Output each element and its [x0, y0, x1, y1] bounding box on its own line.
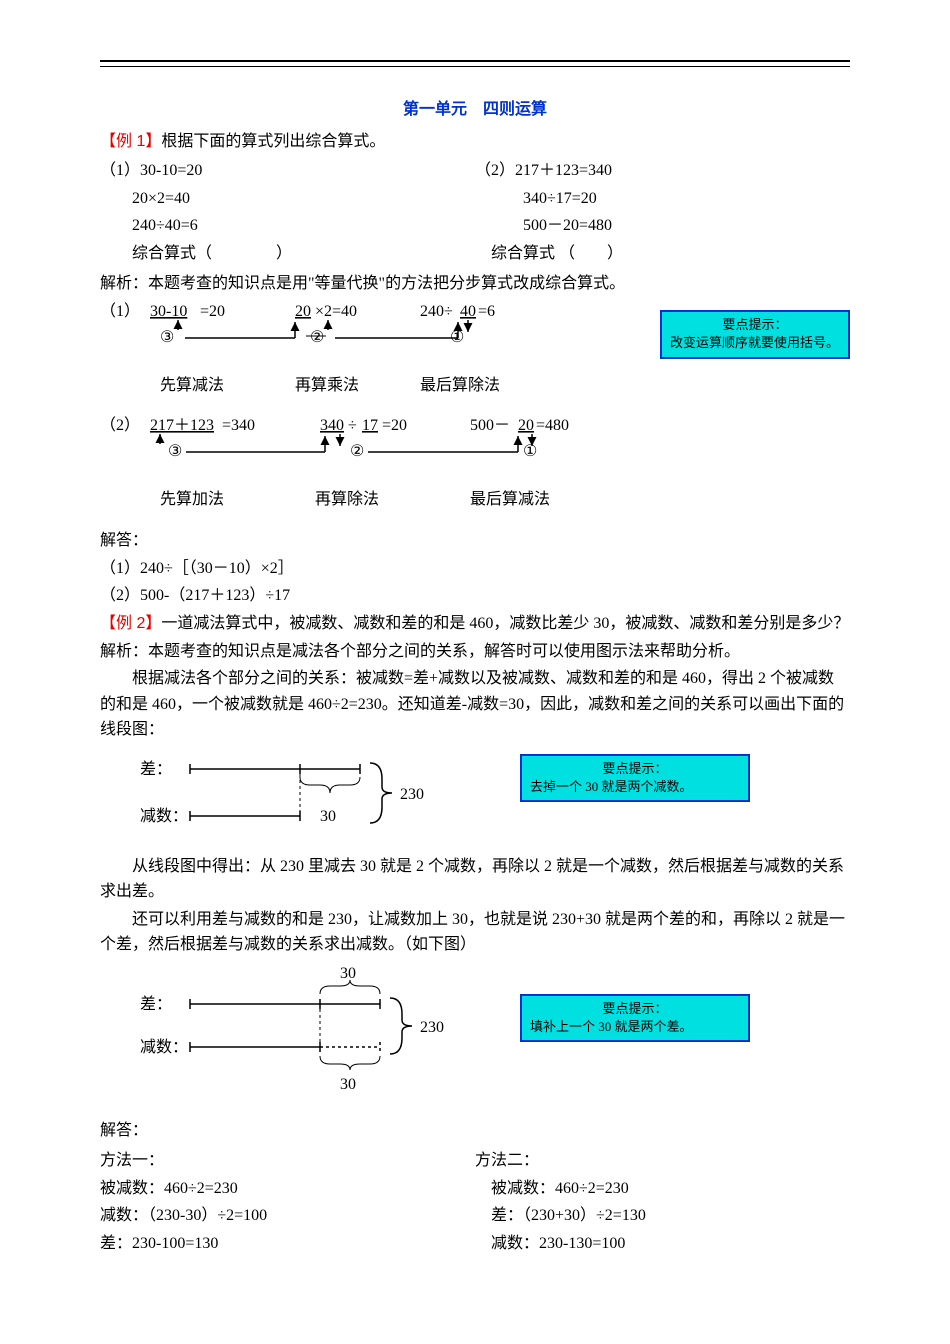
example2-prompt: 一道减法算式中，被减数、减数和差的和是 460，减数比差少 30，被减数、减数和… [161, 615, 849, 632]
d1-prefix: （1） [100, 302, 140, 320]
bar2-30top: 30 [340, 965, 356, 982]
bar2-30bot: 30 [340, 1076, 356, 1093]
bar1-wrap: 差： 减数： 30 230 [100, 749, 520, 848]
ex1-r-3: 500－20=480 [475, 213, 850, 239]
callout-3: 要点提示： 填补上一个 30 就是两个差。 [520, 994, 750, 1042]
d2-prefix: （2） [100, 416, 140, 434]
callout1-body: 改变运算顺序就要使用括号。 [670, 334, 840, 352]
ex1-r-4: 综合算式 （ ） [475, 241, 850, 267]
bar2-sub-label: 减数： [140, 1038, 188, 1056]
bar1-230: 230 [400, 786, 424, 803]
m1-l3: 差：230-100=130 [100, 1231, 475, 1257]
d2-eq1b: =340 [222, 417, 255, 434]
ex1-ans1: （1）240÷［（30－10）×2］ [100, 556, 850, 582]
m2-l3: 减数：230-130=100 [475, 1231, 850, 1257]
d2-eq3b: 20 [518, 417, 534, 434]
callout2-body: 去掉一个 30 就是两个减数。 [530, 778, 740, 796]
d1-step1: 先算减法 [160, 375, 224, 394]
callout3-body: 填补上一个 30 就是两个差。 [530, 1018, 740, 1036]
ex1-l-2: 20×2=40 [100, 186, 475, 212]
callout1-title: 要点提示： [670, 316, 840, 334]
d1-step3: 最后算除法 [420, 375, 500, 394]
d2-step1: 先算加法 [160, 489, 224, 508]
methods-row: 方法一： 被减数：460÷2=230 减数：（230-30）÷2=100 差：2… [100, 1146, 850, 1258]
d1-c3: ③ [160, 329, 174, 346]
d2-eq3c: =480 [536, 417, 569, 434]
bar2-wrap: 30 差： 减数： 230 30 [100, 964, 520, 1113]
example2-line: 【例 2】一道减法算式中，被减数、减数和差的和是 460，减数比差少 30，被减… [100, 611, 850, 637]
method1-col: 方法一： 被减数：460÷2=230 减数：（230-30）÷2=100 差：2… [100, 1146, 475, 1258]
ex1-r-1: （2）217＋123=340 [475, 158, 850, 184]
d1-eq3b: 40 [460, 303, 476, 320]
ex1-diagram1-wrap: （1） 30-10 =20 20 ×2=40 240÷ 40 =6 ③ ② ① [100, 300, 850, 410]
d1-eq3c: =6 [478, 303, 495, 320]
m1-title: 方法一： [100, 1148, 475, 1174]
bar2-row: 30 差： 减数： 230 30 要点提示： 填补上一 [100, 964, 850, 1113]
ex2-analysis1: 解析：本题考查的知识点是减法各个部分之间的关系，解答时可以使用图示法来帮助分析。 [100, 639, 850, 665]
ex1-diagram1-svg: （1） 30-10 =20 20 ×2=40 240÷ 40 =6 ③ ② ① [100, 300, 580, 410]
ex1-answer-label: 解答： [100, 528, 850, 554]
callout3-title: 要点提示： [530, 1000, 740, 1018]
top-rule [100, 60, 850, 67]
bar2-diff-label: 差： [140, 995, 172, 1013]
callout2-title: 要点提示： [530, 760, 740, 778]
ex1-diagram2-svg: （2） 217＋123 =340 340 ÷ 17 =20 500－ 20 =4… [100, 414, 620, 524]
d1-eq1b: =20 [200, 303, 225, 320]
bar1-sub-label: 减数： [140, 807, 188, 825]
ex1-r-2: 340÷17=20 [475, 186, 850, 212]
bar2-230: 230 [420, 1019, 444, 1036]
d2-c3: ③ [168, 443, 182, 460]
ex1-ans2: （2）500-（217＋123）÷17 [100, 583, 850, 609]
m2-l1: 被减数：460÷2=230 [475, 1176, 850, 1202]
example1-line: 【例 1】根据下面的算式列出综合算式。 [100, 129, 850, 155]
example1-prompt: 根据下面的算式列出综合算式。 [161, 133, 385, 150]
d2-eq3a: 500－ [470, 417, 510, 434]
bar1-diff-label: 差： [140, 760, 172, 778]
bar1-30: 30 [320, 808, 336, 825]
d1-eq1a: 30-10 [150, 303, 187, 320]
d1-eq2b: ×2=40 [315, 303, 357, 320]
m2-title: 方法二： [475, 1148, 850, 1174]
m2-l2: 差：（230+30）÷2=130 [475, 1203, 850, 1229]
ex2-analysis4: 还可以利用差与减数的和是 230，让减数加上 30，也就是说 230+30 就是… [100, 907, 850, 958]
unit-title: 第一单元 四则运算 [100, 97, 850, 123]
d1-step2: 再算乘法 [295, 375, 359, 394]
ex1-right-col: （2）217＋123=340 340÷17=20 500－20=480 综合算式… [475, 156, 850, 268]
d2-eq1a: 217＋123 [150, 417, 214, 434]
ex1-diagram1: （1） 30-10 =20 20 ×2=40 240÷ 40 =6 ③ ② ① [100, 300, 660, 410]
d2-eq2d: =20 [382, 417, 407, 434]
ex2-analysis3: 从线段图中得出：从 230 里减去 30 就是 2 个减数，再除以 2 就是一个… [100, 854, 850, 905]
ex1-l-4: 综合算式（ ） [100, 241, 475, 267]
bar1-row: 差： 减数： 30 230 要点提示： 去掉一个 30 就是两个减数。 [100, 749, 850, 848]
d1-c2: ② [310, 329, 324, 346]
example2-label: 【例 2】 [100, 615, 161, 632]
ex1-analysis: 解析：本题考查的知识点是用"等量代换"的方法把分步算式改成综合算式。 [100, 271, 850, 297]
m1-l1: 被减数：460÷2=230 [100, 1176, 475, 1202]
m1-l2: 减数：（230-30）÷2=100 [100, 1203, 475, 1229]
callout-1: 要点提示： 改变运算顺序就要使用括号。 [660, 310, 850, 358]
d1-eq2a: 20 [295, 303, 311, 320]
example1-label: 【例 1】 [100, 133, 161, 150]
d2-c1: ① [523, 443, 537, 460]
ex1-l-3: 240÷40=6 [100, 213, 475, 239]
d1-eq3a: 240÷ [420, 303, 453, 320]
d2-eq2b: ÷ [348, 417, 357, 434]
d2-step3: 最后算减法 [470, 489, 550, 508]
bar1-svg: 差： 减数： 30 230 [100, 749, 520, 839]
ex1-left-col: （1）30-10=20 20×2=40 240÷40=6 综合算式（ ） [100, 156, 475, 268]
method2-col: 方法二： 被减数：460÷2=230 差：（230+30）÷2=130 减数：2… [475, 1146, 850, 1258]
d2-step2: 再算除法 [315, 489, 379, 508]
ex2-analysis2: 根据减法各个部分之间的关系：被减数=差+减数以及被减数、减数和差的和是 460，… [100, 666, 850, 743]
callout-2: 要点提示： 去掉一个 30 就是两个减数。 [520, 754, 750, 802]
d2-c2: ② [350, 443, 364, 460]
ex1-diagram2: （2） 217＋123 =340 340 ÷ 17 =20 500－ 20 =4… [100, 414, 850, 524]
ex1-equations-row: （1）30-10=20 20×2=40 240÷40=6 综合算式（ ） （2）… [100, 156, 850, 268]
ex1-l-1: （1）30-10=20 [100, 158, 475, 184]
d2-eq2a: 340 [320, 417, 344, 434]
d2-eq2c: 17 [362, 417, 378, 434]
ex2-answer-label: 解答： [100, 1118, 850, 1144]
bar2-svg: 30 差： 减数： 230 30 [100, 964, 520, 1104]
